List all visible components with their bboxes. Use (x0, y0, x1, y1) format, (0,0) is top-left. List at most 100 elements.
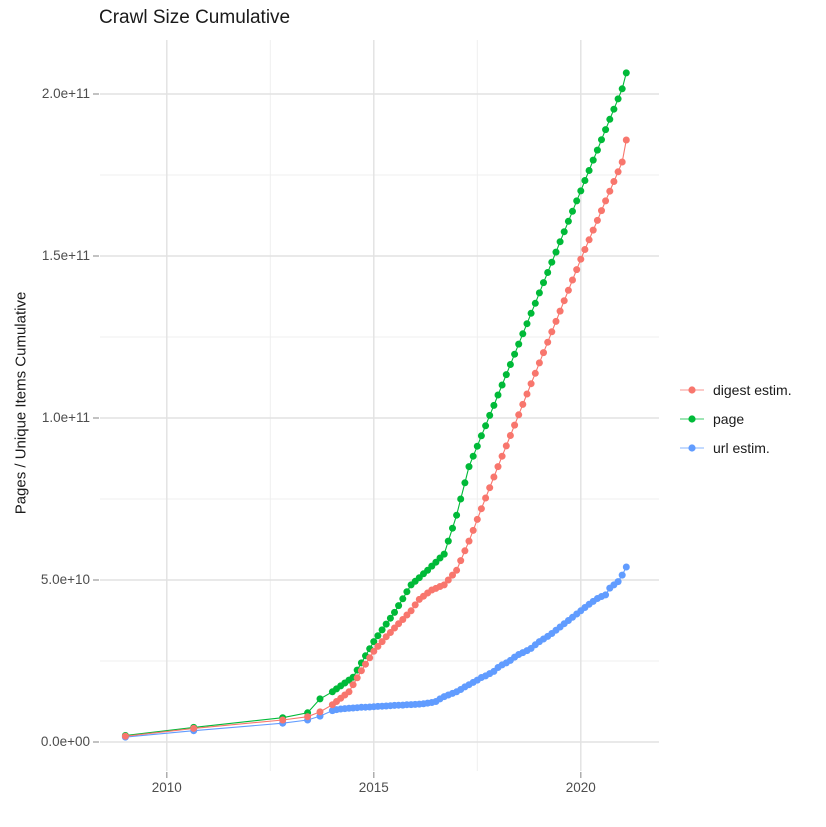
data-point (486, 411, 494, 419)
data-point (519, 400, 527, 408)
data-point (444, 537, 452, 545)
data-point (449, 571, 456, 579)
data-point (540, 279, 547, 287)
legend-key-icon (680, 415, 704, 423)
data-point (498, 381, 506, 389)
data-point (598, 207, 605, 215)
data-point (362, 660, 369, 668)
data-point (465, 537, 473, 545)
legend-label: url estim. (713, 440, 770, 456)
data-point (494, 391, 502, 399)
data-point (564, 217, 572, 225)
data-point (622, 136, 630, 144)
legend-item: page (679, 409, 792, 429)
data-point (357, 667, 365, 675)
legend-key-icon (680, 386, 704, 394)
data-point (370, 647, 378, 655)
data-point (577, 187, 585, 195)
data-point (560, 297, 568, 305)
data-point (370, 638, 378, 646)
data-point (531, 369, 539, 377)
data-point (523, 390, 531, 398)
data-point (573, 197, 581, 205)
data-point (618, 85, 626, 93)
data-point (395, 602, 403, 610)
data-point (391, 608, 398, 616)
data-point (556, 238, 564, 246)
data-point (606, 115, 614, 123)
data-point (564, 286, 572, 294)
data-point (593, 146, 601, 154)
data-point (440, 581, 448, 589)
y-tick-label: 1.0e+11 (41, 410, 90, 425)
x-tick-label: 2010 (151, 780, 182, 795)
data-point (544, 338, 552, 346)
chart-title: Crawl Size Cumulative (99, 7, 291, 28)
data-point (444, 576, 452, 584)
data-point (569, 207, 576, 215)
data-point (519, 330, 527, 338)
data-point (378, 626, 386, 634)
data-point (610, 105, 618, 113)
data-point (316, 695, 324, 703)
data-point (622, 69, 630, 77)
data-point (386, 629, 394, 636)
data-point (502, 371, 510, 379)
data-point (461, 547, 469, 555)
data-point (316, 708, 324, 716)
data-point (548, 328, 556, 336)
data-point (403, 588, 411, 596)
data-point (469, 526, 477, 534)
data-point (304, 713, 312, 721)
data-point (511, 350, 519, 358)
data-point (190, 724, 198, 732)
data-point (544, 269, 552, 276)
data-point (457, 495, 465, 503)
data-point (469, 452, 477, 460)
data-point (527, 380, 535, 388)
data-point (552, 248, 560, 256)
data-point (552, 317, 560, 325)
data-point (482, 494, 490, 502)
data-point (515, 340, 523, 348)
data-point (593, 216, 601, 224)
data-point (453, 566, 461, 574)
legend: digest estim. page url estim. (679, 380, 792, 458)
y-tick-label: 0.0e+00 (40, 734, 90, 749)
data-point (345, 688, 353, 696)
data-point (511, 421, 519, 429)
legend-key-icon (680, 444, 704, 452)
data-point (482, 422, 490, 430)
data-point (614, 168, 622, 176)
data-point (560, 228, 568, 236)
data-point (606, 187, 614, 195)
data-point (490, 473, 498, 481)
data-point (589, 226, 597, 234)
data-point (279, 716, 287, 724)
data-point (411, 601, 419, 609)
data-point (399, 595, 407, 603)
data-point (494, 463, 502, 471)
data-point (610, 178, 618, 185)
data-point (602, 197, 610, 205)
data-point (382, 620, 390, 628)
legend-item: url estim. (679, 438, 792, 458)
data-point (506, 432, 514, 439)
data-point (449, 524, 456, 532)
data-point (477, 432, 485, 440)
data-point (486, 484, 494, 492)
y-tick-label: 2.0e+11 (41, 86, 90, 101)
data-point (614, 95, 622, 103)
legend-item: digest estim. (679, 380, 792, 400)
data-point (589, 156, 597, 164)
data-point (366, 654, 374, 662)
data-point (386, 614, 394, 622)
data-point (349, 681, 357, 689)
data-point (473, 442, 481, 450)
data-point (618, 571, 626, 579)
data-point (581, 246, 589, 253)
data-point (602, 591, 610, 599)
data-point (577, 255, 585, 263)
x-tick-label: 2015 (358, 780, 389, 795)
